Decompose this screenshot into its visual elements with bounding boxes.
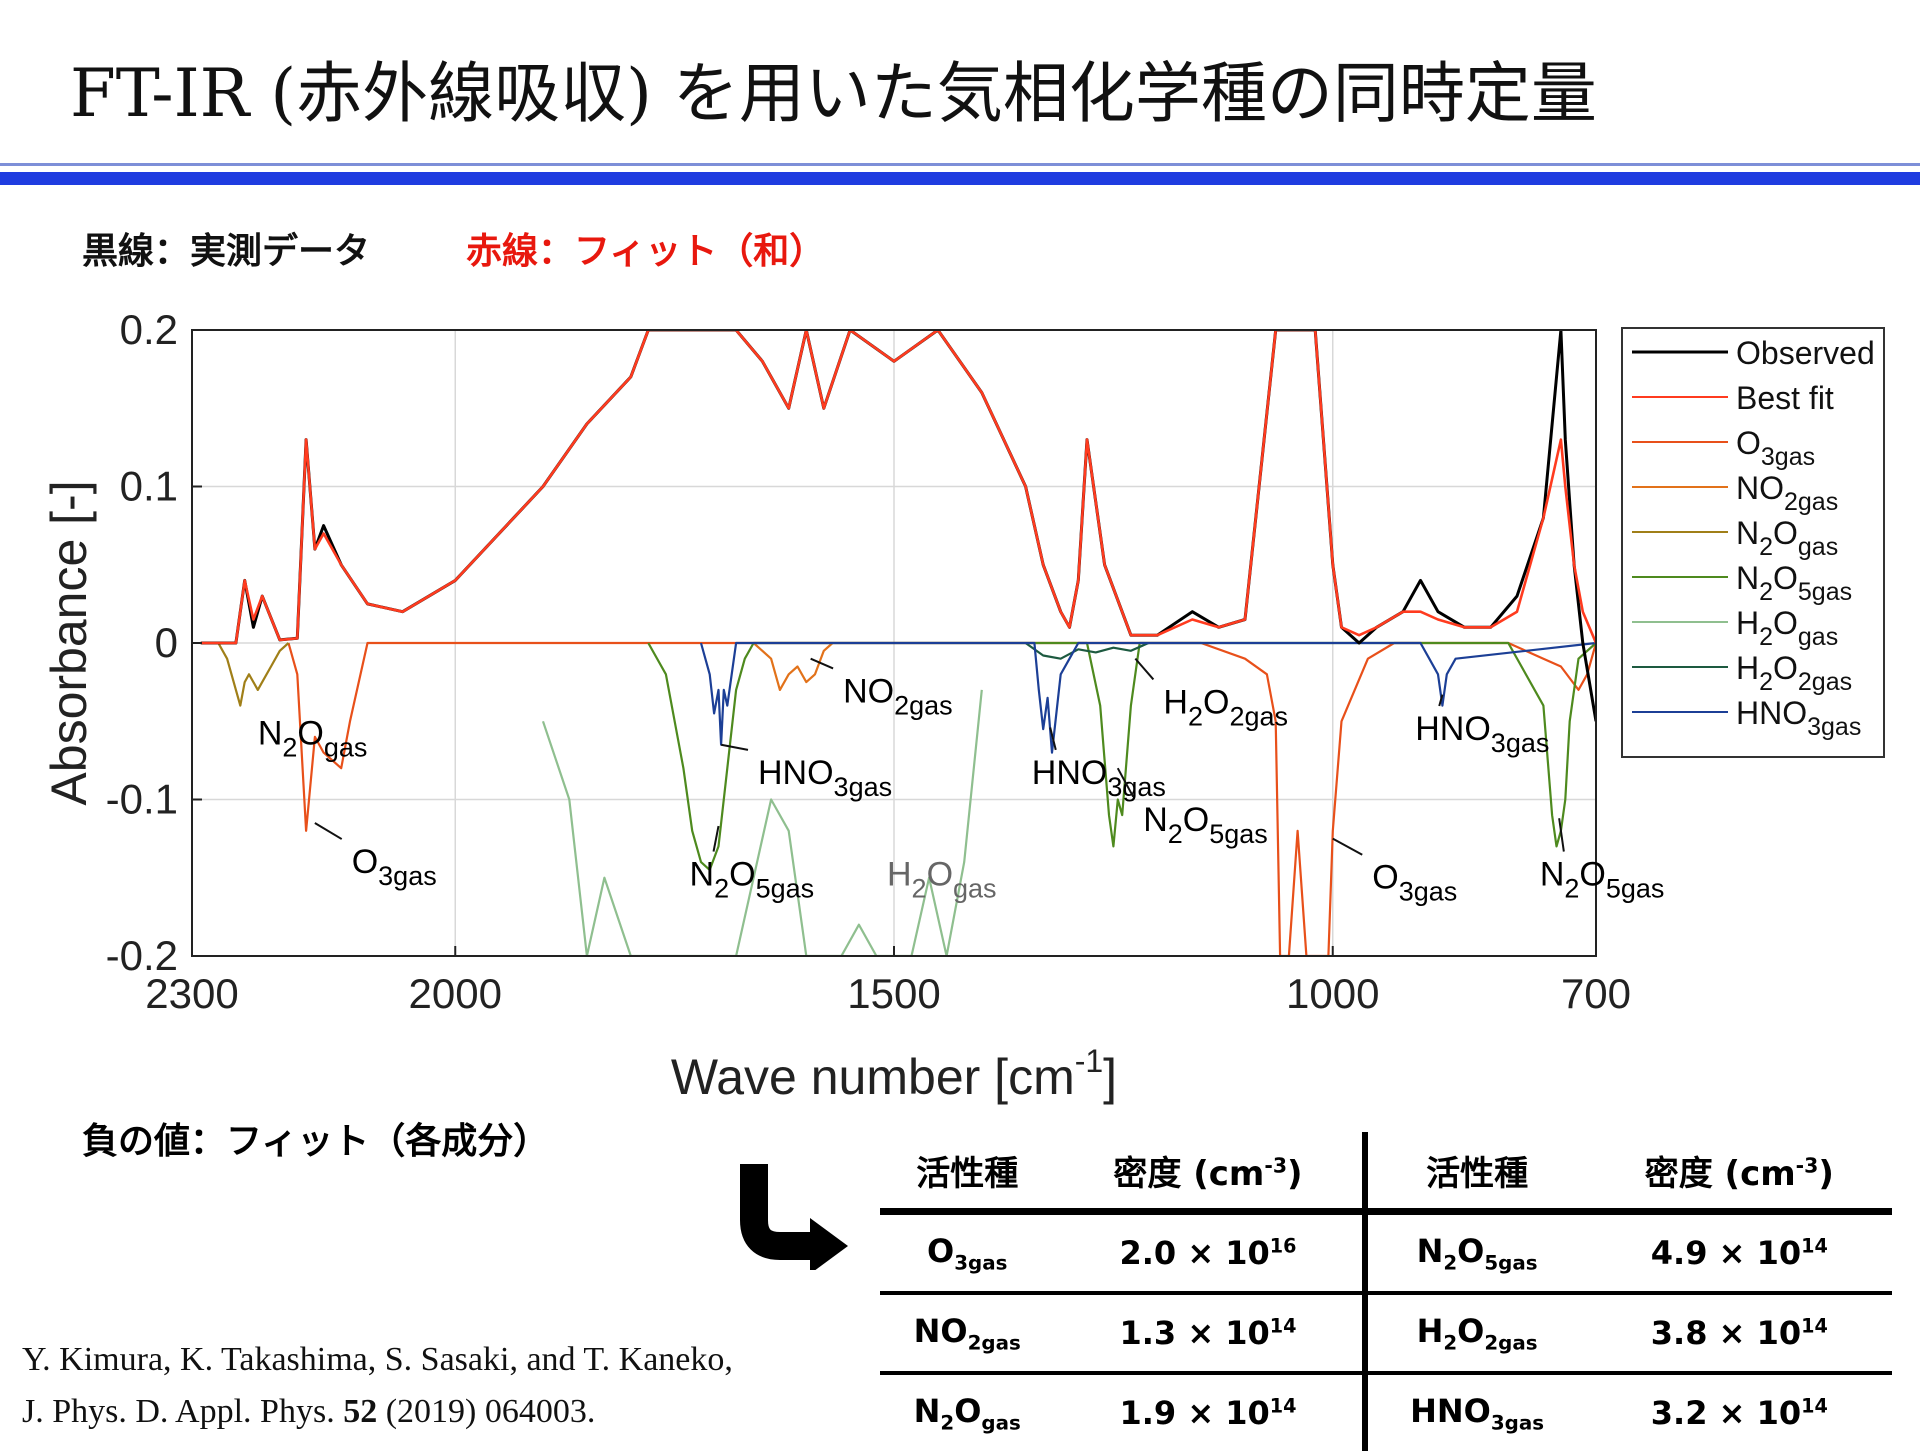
legend-label: Observed (1736, 335, 1875, 371)
y-axis-label: Absorbance [-] (41, 480, 97, 805)
annotation-label: H2Ogas (887, 856, 997, 904)
annotation-label: N2O5gas (1143, 801, 1268, 849)
table-row: N2Ogas 1.9 × 1014 HNO3gas 3.2 × 1014 (880, 1373, 1892, 1451)
title-underline-thick (0, 172, 1920, 185)
density-cell: 1.9 × 1014 (1054, 1373, 1368, 1451)
y-tick-label: -0.1 (106, 776, 178, 823)
series-line-n2ogas (217, 642, 290, 707)
species-header: 活性種 (1364, 1132, 1587, 1215)
negative-values-note: 負の値：フィット（各成分） (82, 1121, 550, 1162)
annotation-label: H2O2gas (1163, 683, 1288, 731)
arrow-to-table-icon (740, 1164, 848, 1270)
annotation-leader (810, 657, 834, 670)
y-tick-label: -0.2 (106, 932, 178, 979)
series-line-no2gas (752, 642, 834, 691)
x-tick-label: 700 (1561, 970, 1631, 1017)
legend: Observed Best fit O3gasNO2gasN2OgasN2O5gas… (1621, 327, 1885, 758)
series-line-h2ogas (541, 689, 983, 956)
legend-label: H2Ogas (1736, 605, 1838, 651)
legend-label: Best fit (1736, 380, 1834, 416)
x-tick-label: 2300 (145, 970, 238, 1017)
density-cell: 3.2 × 1014 (1650, 1394, 1828, 1432)
y-tick-label: 0.2 (120, 306, 178, 353)
legend-label: NO2gas (1736, 470, 1838, 516)
density-table: 活性種 密度 (cm-3) 活性種 密度 (cm-3) O3gas 2.0 × … (880, 1132, 1892, 1451)
species-cell: N2O5gas (1364, 1211, 1587, 1295)
density-cell: 1.3 × 1014 (1054, 1293, 1368, 1375)
series-line-o3gas (287, 641, 1596, 956)
annotation-label: NO2gas (843, 672, 953, 720)
fit-line-note: 赤線：フィット（和） (466, 231, 826, 272)
legend-box (1621, 327, 1885, 758)
table-row: NO2gas 1.3 × 1014 H2O2gas 3.8 × 1014 (880, 1293, 1892, 1375)
annotation-label: N2O5gas (690, 856, 815, 904)
species-cell: O3gas (880, 1211, 1055, 1295)
annotation-label: O3gas (1372, 859, 1457, 907)
annotation-leader (1438, 694, 1444, 707)
legend-label: N2O5gas (1736, 560, 1852, 606)
legend-label: H2O2gas (1736, 650, 1852, 696)
species-cell: N2Ogas (913, 1391, 1021, 1435)
species-header: 活性種 (880, 1132, 1055, 1215)
series-line-h2o2gas (1024, 641, 1149, 660)
annotation-leader (314, 822, 343, 840)
species-cell: NO2gas (880, 1293, 1055, 1375)
annotation-label: N2O5gas (1540, 856, 1665, 904)
slide-title: FT-IR (赤外線吸収) を用いた気相化学種の同時定量 (70, 55, 1597, 132)
density-header: 密度 (cm-3) (1054, 1132, 1368, 1215)
series-line-best-fit (200, 330, 1596, 645)
citation: Y. Kimura, K. Takashima, S. Sasaki, and … (22, 1334, 733, 1438)
series-line-n2o5gas (647, 641, 1596, 872)
annotation-leader (720, 743, 749, 751)
table-row: O3gas 2.0 × 1016 N2O5gas 4.9 × 1014 (880, 1211, 1892, 1295)
observed-line-note: 黒線：実測データ (82, 231, 371, 272)
series-line-hno3gas (699, 641, 1596, 754)
legend-label: O3gas (1736, 425, 1815, 471)
density-table-header: 活性種 密度 (cm-3) 活性種 密度 (cm-3) (880, 1132, 1892, 1215)
citation-authors: Y. Kimura, K. Takashima, S. Sasaki, and … (22, 1341, 733, 1378)
density-cell: 3.8 × 1014 (1586, 1293, 1892, 1375)
legend-label: N2Ogas (1736, 515, 1838, 561)
annotation-leader (1049, 727, 1057, 751)
annotation-leader (1134, 657, 1155, 681)
legend-label: HNO3gas (1736, 695, 1861, 741)
y-tick-label: 0.1 (120, 463, 178, 510)
density-header: 密度 (cm-3) (1586, 1132, 1892, 1215)
annotation-leader (1116, 767, 1135, 798)
x-tick-label: 1000 (1286, 970, 1379, 1017)
x-tick-label: 2000 (409, 970, 502, 1017)
annotation-label: O3gas (352, 843, 437, 891)
species-cell: H2O2gas (1364, 1293, 1587, 1375)
ftir-absorbance-chart: 2300 2000 1500 1000 700 0.2 0.1 0 -0.1 -0.2 Wave n… (41, 306, 1885, 1105)
citation-journal: J. Phys. D. Appl. Phys. 52 (2019) 064003… (22, 1393, 596, 1430)
annotation-label: HNO3gas (1415, 710, 1549, 758)
annotation-label: HNO3gas (758, 754, 892, 802)
density-cell: 4.9 × 1014 (1586, 1211, 1892, 1295)
annotation-label: N2Ogas (258, 715, 368, 763)
x-axis-label: Wave number [cm-1] (671, 1043, 1117, 1105)
x-tick-label: 1500 (847, 970, 940, 1017)
species-cell: HNO3gas (1410, 1391, 1545, 1435)
annotation-leader (1332, 837, 1363, 856)
y-tick-label: 0 (155, 619, 178, 666)
annotation-leader (712, 825, 720, 852)
annotation-label: HNO3gas (1032, 754, 1166, 802)
title-underline-thin (0, 163, 1920, 166)
density-cell: 2.0 × 1016 (1054, 1211, 1368, 1295)
annotation-leader (1558, 818, 1565, 852)
series-group (200, 330, 1596, 956)
